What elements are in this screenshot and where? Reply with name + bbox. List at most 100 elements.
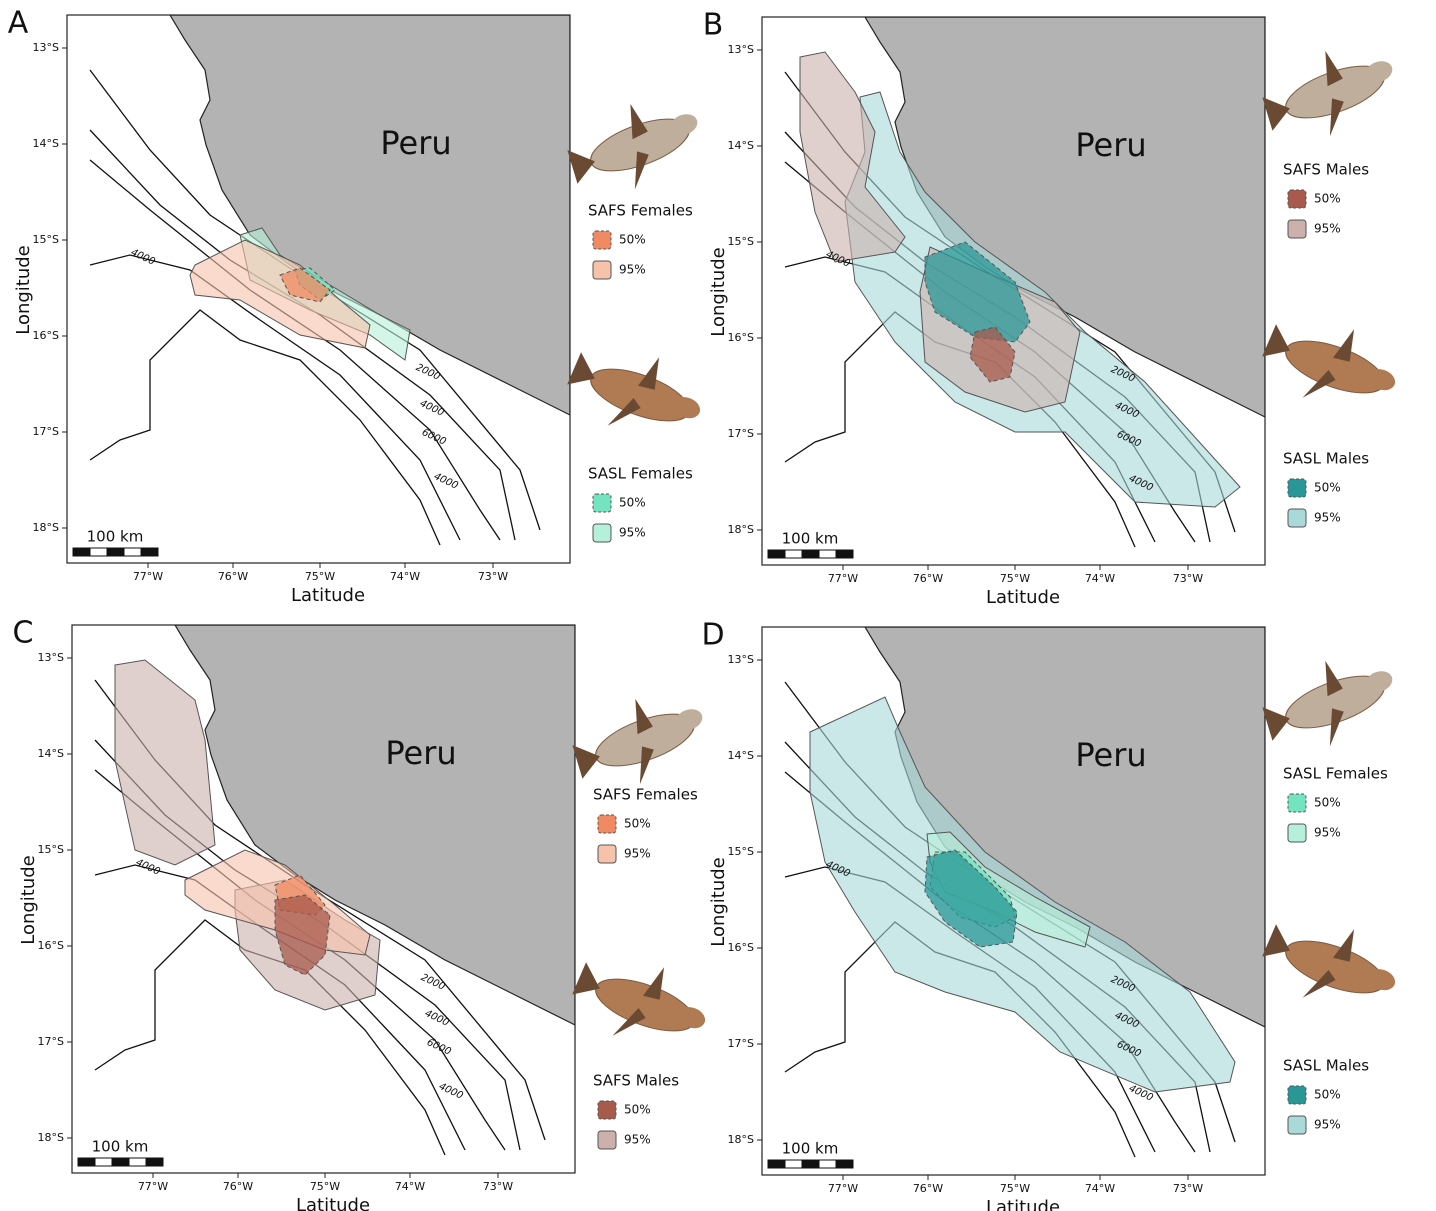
x-axis-label: Latitude (291, 585, 365, 606)
legend-label: 50% (1314, 796, 1341, 810)
x-tick-label: 76°W (223, 1180, 253, 1193)
y-tick-label: 17°S (728, 427, 754, 440)
y-tick-label: 18°S (33, 521, 59, 534)
x-tick-label: 77°W (828, 572, 858, 585)
x-tick-label: 74°W (1085, 572, 1115, 585)
legend-swatch (598, 845, 616, 863)
y-tick-label: 14°S (33, 137, 59, 150)
y-tick-label: 17°S (728, 1037, 754, 1050)
legend-swatch (598, 1101, 616, 1119)
legend-label: 50% (1314, 192, 1341, 206)
country-label: Peru (1075, 736, 1146, 774)
y-tick-label: 15°S (728, 845, 754, 858)
legend-label: 95% (619, 526, 646, 540)
legend-title: SAFS Males (593, 1072, 679, 1090)
animal-body (584, 358, 695, 431)
scale-bar-segment (146, 1158, 163, 1166)
scale-bar-segment (73, 548, 90, 556)
x-tick-label: 73°W (483, 1180, 513, 1193)
legend-swatch (593, 261, 611, 279)
animal-body (1279, 330, 1390, 403)
animal-illustration (1253, 31, 1407, 154)
x-tick-label: 74°W (390, 570, 420, 583)
scale-bar-segment (768, 550, 785, 558)
animal-illustration (563, 679, 717, 802)
x-axis-label: Latitude (986, 1197, 1060, 1211)
legend-swatch (1288, 1116, 1306, 1134)
y-tick-label: 15°S (38, 843, 64, 856)
y-tick-label: 14°S (728, 749, 754, 762)
x-axis-label: Latitude (296, 1195, 370, 1211)
legend-swatch (593, 231, 611, 249)
scale-bar-segment (107, 548, 124, 556)
legend-label: 95% (1314, 511, 1341, 525)
legend-swatch (1288, 1086, 1306, 1104)
scale-bar-segment (95, 1158, 112, 1166)
legend-title: SASL Females (1283, 765, 1388, 783)
scale-bar-segment (819, 550, 836, 558)
legend-label: 50% (1314, 1088, 1341, 1102)
scale-bar-segment (768, 1160, 785, 1168)
y-tick-label: 14°S (728, 139, 754, 152)
legend-swatch (1288, 509, 1306, 527)
y-tick-label: 13°S (728, 43, 754, 56)
y-tick-label: 15°S (33, 233, 59, 246)
scale-bar-segment (802, 550, 819, 558)
x-tick-label: 75°W (1000, 1182, 1030, 1195)
scale-bar-label: 100 km (782, 1140, 839, 1158)
x-tick-label: 73°W (1173, 1182, 1203, 1195)
legend-swatch (1288, 220, 1306, 238)
y-tick-label: 16°S (38, 939, 64, 952)
panel-letter: D (701, 618, 724, 653)
x-tick-label: 73°W (1173, 572, 1203, 585)
legend-swatch (593, 494, 611, 512)
legend-label: 50% (624, 817, 651, 831)
y-tick-label: 14°S (38, 747, 64, 760)
scale-bar-segment (836, 1160, 853, 1168)
legend-label: 50% (619, 233, 646, 247)
scale-bar-segment (785, 550, 802, 558)
x-tick-label: 75°W (1000, 572, 1030, 585)
animal-illustration (1254, 903, 1408, 1026)
x-tick-label: 77°W (133, 570, 163, 583)
country-label: Peru (380, 124, 451, 162)
legend-swatch (598, 1131, 616, 1149)
y-tick-label: 17°S (38, 1035, 64, 1048)
legend-label: 95% (624, 847, 651, 861)
animal-illustration (1253, 641, 1407, 764)
legend-title: SAFS Females (588, 202, 693, 220)
map (67, 15, 570, 563)
legend-label: 95% (624, 1133, 651, 1147)
legend-swatch (598, 815, 616, 833)
panel-letter: B (703, 8, 724, 43)
x-tick-label: 77°W (828, 1182, 858, 1195)
legend-title: SAFS Females (593, 786, 698, 804)
animal-illustration (558, 84, 712, 207)
legend-swatch (1288, 479, 1306, 497)
y-axis-label: Longitude (708, 247, 729, 337)
x-tick-label: 74°W (395, 1180, 425, 1193)
y-tick-label: 13°S (38, 651, 64, 664)
scale-bar-label: 100 km (87, 528, 144, 546)
y-tick-label: 16°S (33, 329, 59, 342)
country-label: Peru (1075, 126, 1146, 164)
x-tick-label: 74°W (1085, 1182, 1115, 1195)
scale-bar-label: 100 km (92, 1138, 149, 1156)
x-tick-label: 75°W (310, 1180, 340, 1193)
animal-illustration (559, 331, 713, 454)
legend-label: 50% (624, 1103, 651, 1117)
legend-swatch (1288, 190, 1306, 208)
map (762, 627, 1265, 1175)
panel-letter: A (8, 6, 29, 41)
y-tick-label: 18°S (728, 523, 754, 536)
y-axis-label: Longitude (708, 857, 729, 947)
legend-label: 95% (1314, 222, 1341, 236)
panel-letter: C (13, 616, 34, 651)
country-label: Peru (385, 734, 456, 772)
y-tick-label: 15°S (728, 235, 754, 248)
legend-label: 95% (619, 263, 646, 277)
y-tick-label: 17°S (33, 425, 59, 438)
